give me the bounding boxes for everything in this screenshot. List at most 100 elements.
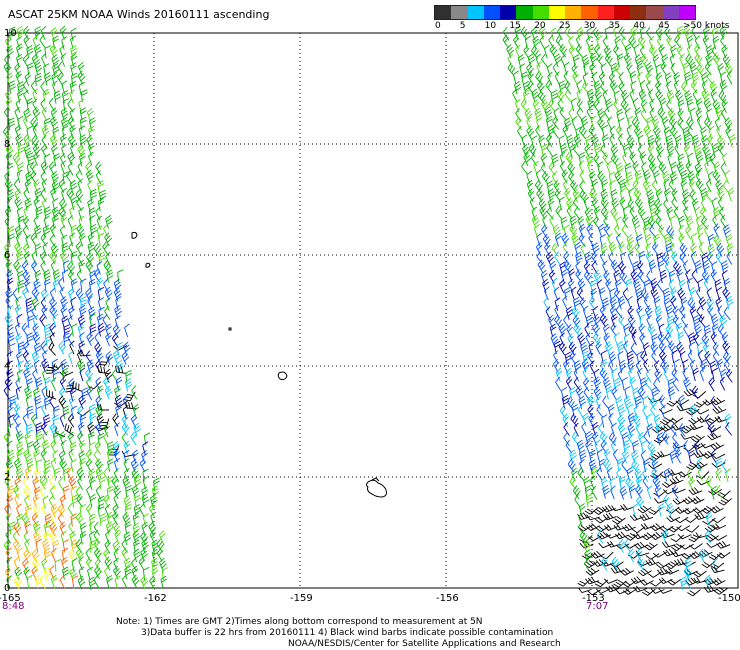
wind-barb bbox=[41, 386, 47, 400]
wind-barb bbox=[150, 494, 158, 508]
wind-barb bbox=[696, 479, 711, 486]
wind-barb bbox=[678, 224, 684, 239]
wind-barb bbox=[67, 413, 75, 428]
wind-barb bbox=[49, 521, 58, 536]
wind-barb bbox=[60, 107, 69, 122]
wind-barb bbox=[104, 286, 113, 301]
wind-barb bbox=[35, 430, 43, 445]
wind-barb bbox=[631, 459, 640, 474]
wind-barb bbox=[521, 134, 528, 149]
wind-barb bbox=[69, 124, 76, 139]
wind-barb bbox=[720, 35, 727, 50]
wind-barb bbox=[568, 171, 575, 185]
wind-barb bbox=[655, 72, 663, 87]
wind-barb bbox=[76, 467, 85, 482]
wind-barb bbox=[22, 269, 31, 284]
wind-barb bbox=[602, 35, 609, 50]
wind-barb bbox=[23, 242, 30, 257]
wind-barb bbox=[613, 44, 620, 59]
wind-barb bbox=[707, 171, 714, 185]
wind-barb bbox=[721, 98, 728, 113]
wind-barb bbox=[589, 475, 596, 490]
wind-barb bbox=[14, 224, 23, 239]
wind-barb bbox=[88, 431, 95, 445]
wind-barb bbox=[39, 314, 46, 328]
wind-barb bbox=[550, 90, 558, 104]
wind-barb bbox=[140, 531, 149, 546]
wind-barb bbox=[707, 432, 722, 441]
wind-barb bbox=[99, 189, 107, 203]
wind-barb bbox=[78, 566, 85, 581]
wind-barb bbox=[14, 566, 23, 581]
wind-barb bbox=[662, 170, 670, 185]
wind-barb bbox=[661, 252, 670, 266]
wind-barb bbox=[22, 558, 29, 573]
wind-barb bbox=[151, 558, 159, 572]
wind-barb bbox=[653, 436, 668, 444]
wind-barb bbox=[67, 502, 74, 517]
wind-barb bbox=[626, 241, 635, 256]
wind-barb bbox=[53, 90, 62, 104]
wind-barb bbox=[50, 503, 59, 518]
longitude-label: -150 bbox=[718, 593, 740, 604]
wind-barb bbox=[122, 475, 131, 490]
wind-barb bbox=[698, 296, 707, 311]
wind-barb bbox=[722, 152, 728, 167]
wind-barb bbox=[617, 422, 626, 437]
wind-barb bbox=[710, 562, 725, 570]
wind-barb bbox=[609, 180, 616, 194]
latitude-label: 10 bbox=[4, 28, 17, 39]
wind-barb bbox=[639, 332, 646, 347]
wind-barb bbox=[89, 494, 97, 508]
wind-barb bbox=[615, 216, 622, 231]
wind-barb bbox=[61, 242, 69, 256]
wind-barb bbox=[121, 421, 130, 436]
wind-barb bbox=[625, 278, 633, 292]
wind-barb bbox=[568, 341, 577, 356]
wind-barb bbox=[685, 215, 694, 230]
wind-barb bbox=[593, 153, 601, 168]
wind-barb bbox=[573, 196, 581, 211]
wind-barb bbox=[669, 243, 676, 258]
wind-barb bbox=[12, 539, 21, 554]
wind-barb bbox=[614, 35, 621, 50]
wind-barb bbox=[677, 153, 685, 167]
wind-barb bbox=[680, 576, 688, 590]
wind-barb bbox=[631, 116, 640, 131]
wind-barb bbox=[133, 539, 140, 553]
wind-barb bbox=[609, 125, 616, 140]
colorbar-swatch bbox=[483, 6, 500, 19]
wind-barb bbox=[693, 450, 708, 459]
wind-barb bbox=[112, 540, 121, 555]
wind-barb bbox=[52, 450, 59, 464]
wind-barb bbox=[132, 530, 141, 545]
wind-barb bbox=[115, 403, 122, 418]
wind-barb bbox=[664, 26, 671, 41]
wind-barb bbox=[689, 286, 697, 301]
wind-barb bbox=[77, 61, 85, 76]
wind-barb bbox=[655, 188, 663, 203]
wind-barb bbox=[585, 152, 594, 167]
wind-barb bbox=[725, 63, 733, 78]
wind-barb bbox=[599, 313, 608, 328]
wind-barb bbox=[688, 487, 703, 496]
wind-barb bbox=[57, 512, 64, 527]
wind-barb bbox=[676, 161, 685, 176]
wind-barb bbox=[645, 61, 654, 76]
wind-barb bbox=[150, 511, 157, 526]
wind-barb bbox=[611, 197, 620, 212]
wind-barb bbox=[711, 143, 720, 157]
wind-barb bbox=[691, 269, 698, 284]
wind-barb bbox=[587, 43, 595, 58]
wind-barb bbox=[659, 269, 668, 284]
wind-barb bbox=[693, 461, 708, 470]
wind-barb bbox=[717, 142, 725, 157]
wind-barb bbox=[96, 225, 103, 239]
wind-barb bbox=[560, 387, 568, 401]
wind-barb bbox=[573, 422, 579, 437]
wind-barb bbox=[41, 403, 47, 418]
wind-barb bbox=[3, 61, 12, 76]
wind-barb bbox=[657, 278, 664, 293]
wind-barb bbox=[694, 323, 702, 338]
wind-barb bbox=[651, 115, 660, 130]
